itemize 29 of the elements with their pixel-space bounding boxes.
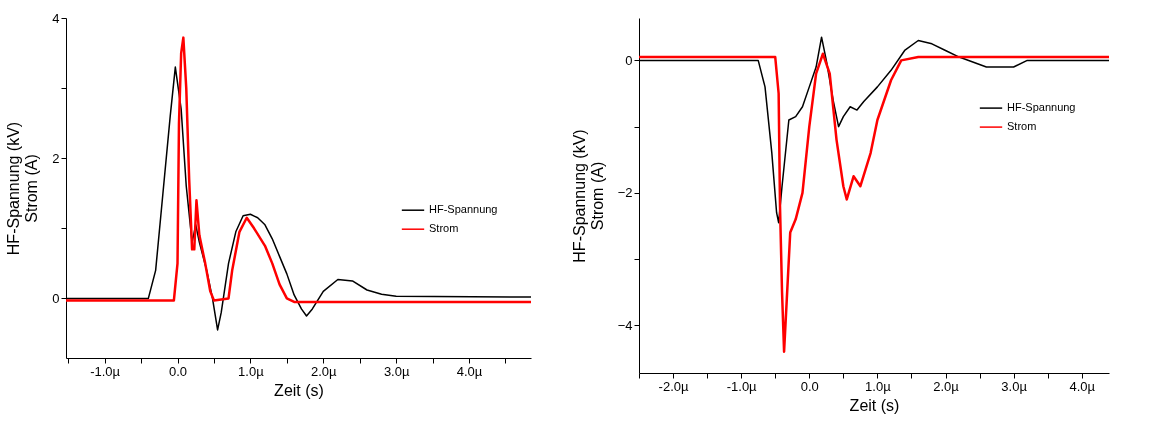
x-tick-label: 3.0µ — [383, 363, 410, 379]
y-tick-label: 4 — [52, 10, 60, 26]
x-tick-label: 1.0µ — [865, 378, 892, 394]
y-tick-label: 0 — [52, 290, 60, 306]
y-tick-label: 2 — [52, 150, 60, 166]
x-tick-label: 2.0µ — [311, 363, 338, 379]
legend-label: Strom — [429, 222, 459, 235]
y-axis-title: HF-Spannung (kV) Strom (A) — [570, 129, 606, 263]
legend-label: HF-Spannung — [1007, 101, 1076, 114]
x-tick-label: -2.0µ — [658, 378, 690, 394]
line-series — [66, 36, 531, 304]
legend-label: Strom — [1007, 120, 1037, 133]
x-tick-label: 0.0 — [168, 363, 188, 379]
y-tick-label: 0 — [625, 52, 633, 68]
x-tick-label: 4.0µ — [1069, 378, 1096, 394]
x-axis-title: Zeit (s) — [274, 381, 324, 399]
legend-label: HF-Spannung — [429, 203, 498, 216]
y-tick-label: −4 — [617, 317, 633, 333]
x-tick-label: 0.0 — [800, 378, 819, 394]
x-tick-label: -1.0µ — [90, 363, 121, 379]
x-tick-label: 2.0µ — [933, 378, 960, 394]
x-axis-title: Zeit (s) — [849, 396, 900, 414]
line-series — [639, 52, 1109, 354]
x-tick-label: 1.0µ — [238, 363, 265, 379]
x-tick-label: 3.0µ — [1001, 378, 1028, 394]
y-axis-title: HF-Spannung (kV) Strom (A) — [5, 121, 41, 256]
y-tick-label: −2 — [617, 185, 633, 201]
x-tick-label: -1.0µ — [726, 378, 758, 394]
x-tick-label: 4.0µ — [456, 363, 483, 379]
